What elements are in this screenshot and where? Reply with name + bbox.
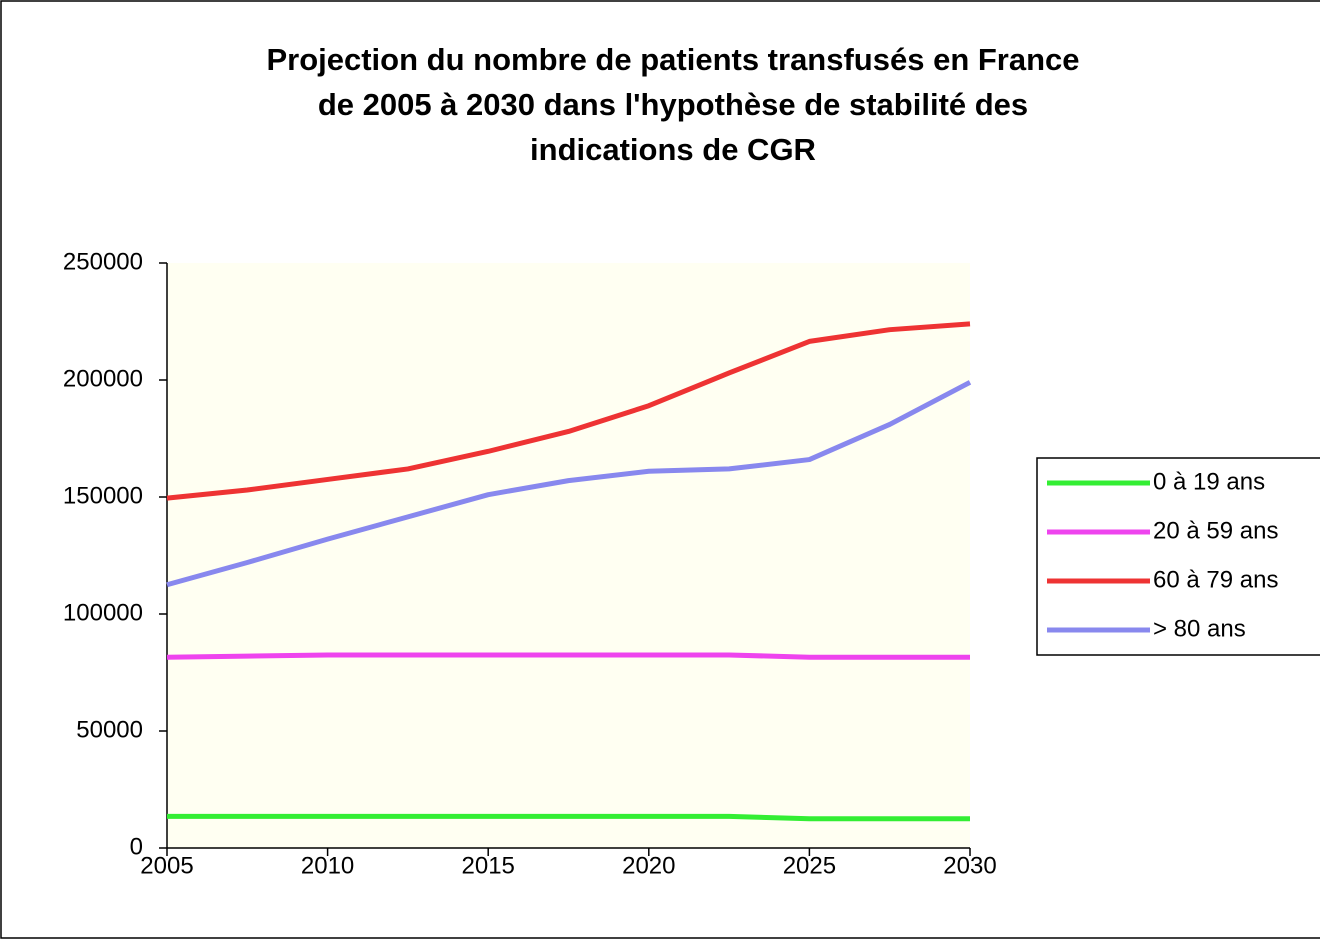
legend-box (1036, 457, 1320, 656)
series-line (167, 813, 970, 822)
x-tick-label: 2025 (783, 852, 836, 879)
legend-label: 20 à 59 ans (1153, 517, 1278, 544)
y-tick-label: 100000 (63, 599, 143, 626)
legend-label: 0 à 19 ans (1153, 468, 1265, 495)
y-tick-label: 150000 (63, 482, 143, 509)
legend-label: > 80 ans (1153, 615, 1246, 642)
series-line (166, 321, 971, 501)
x-tick-label: 2020 (622, 852, 675, 879)
x-tick-label: 2030 (943, 852, 996, 879)
chart-title: Projection du nombre de patients transfu… (266, 42, 1079, 77)
y-tick-label: 200000 (63, 365, 143, 392)
series-line (166, 652, 970, 660)
series-line (166, 380, 972, 588)
y-tick-label: 250000 (63, 248, 143, 275)
x-tick-label: 2010 (301, 852, 354, 879)
chart-title: indications de CGR (530, 132, 816, 167)
plot-area (167, 263, 970, 848)
legend-label: 60 à 79 ans (1153, 566, 1278, 593)
y-tick-label: 0 (130, 833, 143, 860)
y-tick-label: 50000 (76, 716, 143, 743)
chart-title: de 2005 à 2030 dans l'hypothèse de stabi… (318, 87, 1028, 122)
x-tick-label: 2015 (462, 852, 515, 879)
x-tick-label: 2005 (140, 852, 193, 879)
